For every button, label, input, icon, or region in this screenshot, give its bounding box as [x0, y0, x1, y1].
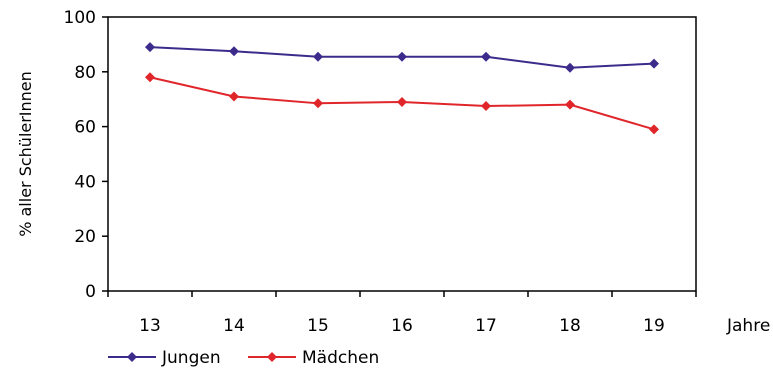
data-point: [229, 46, 239, 57]
data-point: [145, 72, 155, 83]
data-point: [481, 51, 491, 62]
x-tick-label: 19: [643, 316, 665, 336]
x-axis-title: Jahre: [726, 316, 770, 336]
y-tick-label: 20: [74, 227, 96, 247]
x-tick-label: 16: [391, 316, 413, 336]
y-axis: 0 20 40 60 80 100: [64, 8, 108, 302]
data-point: [229, 91, 239, 102]
series-layer: [145, 42, 659, 135]
legend-item-1: Jungen: [108, 348, 221, 368]
x-tick-label: 18: [559, 316, 581, 336]
y-axis-title: % aller SchülerInnen: [16, 71, 35, 237]
data-point: [313, 51, 323, 62]
data-point: [649, 124, 659, 135]
data-point: [649, 58, 659, 69]
legend: Jungen Mädchen: [108, 348, 379, 368]
data-point: [565, 62, 575, 73]
data-point: [313, 98, 323, 109]
y-tick-label: 60: [74, 118, 96, 138]
legend-label: Jungen: [161, 348, 221, 368]
plot-frame: [107, 16, 697, 292]
x-tick-label: 15: [307, 316, 329, 336]
x-tick-label: 14: [223, 316, 245, 336]
legend-label: Mädchen: [302, 348, 379, 368]
legend-marker: [267, 352, 277, 362]
y-tick-label: 80: [74, 63, 96, 83]
data-point: [481, 101, 491, 112]
series-2: [145, 72, 659, 135]
data-point: [145, 42, 155, 53]
x-axis: 13 14 15 16 17 18 19: [107, 291, 697, 336]
x-tick-label: 13: [139, 316, 161, 336]
data-point: [565, 99, 575, 110]
series-1: [145, 42, 659, 73]
data-point: [397, 51, 407, 62]
y-tick-label: 0: [85, 282, 96, 302]
plot-area-border: [107, 16, 697, 292]
y-tick-label: 100: [64, 8, 96, 28]
legend-marker: [127, 352, 137, 362]
y-tick-label: 40: [74, 172, 96, 192]
legend-item-2: Mädchen: [248, 348, 379, 368]
x-tick-label: 17: [475, 316, 497, 336]
data-point: [397, 96, 407, 107]
